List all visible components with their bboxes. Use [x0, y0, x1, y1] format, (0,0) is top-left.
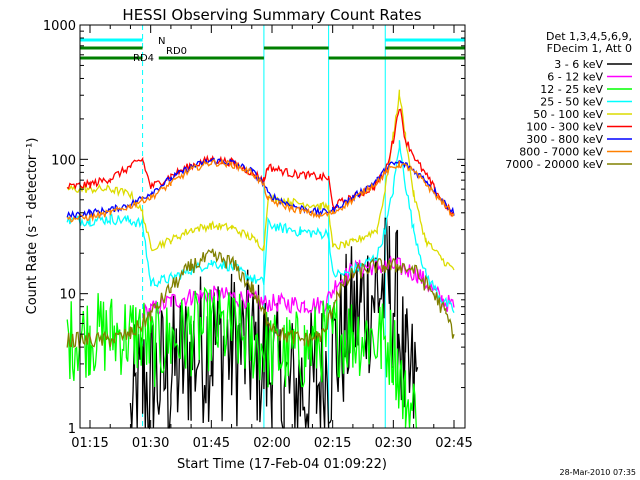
flag-label-n: N [158, 36, 165, 47]
flag-label-rd0: RD0 [166, 46, 187, 57]
legend-label: 6 - 12 keV [547, 71, 603, 84]
footer-date: 28-Mar-2010 07:35 [560, 468, 637, 477]
series-line-7 [66, 158, 455, 223]
y-tick-label: 1000 [43, 19, 76, 34]
legend-label: 800 - 7000 keV [519, 146, 603, 159]
x-axis-label: Start Time (17-Feb-04 01:09:22) [177, 457, 387, 472]
legend-label: 3 - 6 keV [554, 58, 603, 71]
legend-label: 7000 - 20000 keV [505, 158, 603, 171]
flag-label-rd4: RD4 [133, 53, 154, 64]
y-tick-label: 1 [68, 422, 76, 437]
legend-label: 25 - 50 keV [540, 96, 603, 109]
chart-title: HESSI Observing Summary Count Rates [122, 6, 421, 24]
legend-header: FDecim 1, Att 0 [547, 42, 632, 55]
x-tick-label: 02:15 [314, 436, 351, 451]
x-tick-label: 02:45 [435, 436, 472, 451]
legend-label: 300 - 800 keV [526, 133, 603, 146]
series-line-3 [66, 140, 455, 313]
x-tick-label: 01:15 [71, 436, 108, 451]
legend-label: 100 - 300 keV [526, 121, 603, 134]
legend-label: 12 - 25 keV [540, 83, 603, 96]
legend: Det 1,3,4,5,6,9,FDecim 1, Att 0 3 - 6 keV… [505, 30, 632, 171]
series-line-2 [66, 286, 418, 429]
x-tick-label: 01:45 [193, 436, 230, 451]
y-axis-label: Count Rate (s⁻¹ detector⁻¹) [25, 138, 40, 315]
series-line-5 [66, 108, 455, 218]
x-tick-label: 02:00 [253, 436, 290, 451]
x-tick-label: 02:30 [375, 436, 412, 451]
y-tick-label: 10 [59, 288, 76, 303]
legend-label: 50 - 100 keV [533, 108, 603, 121]
legend-header: Det 1,3,4,5,6,9, [546, 30, 632, 43]
x-tick-label: 01:30 [132, 436, 169, 451]
series-line-8 [66, 248, 455, 349]
y-tick-label: 100 [51, 153, 76, 168]
axes: 1 10 100 1000 01:15 01:30 01:45 02:00 02:15 02:30… [43, 19, 473, 451]
